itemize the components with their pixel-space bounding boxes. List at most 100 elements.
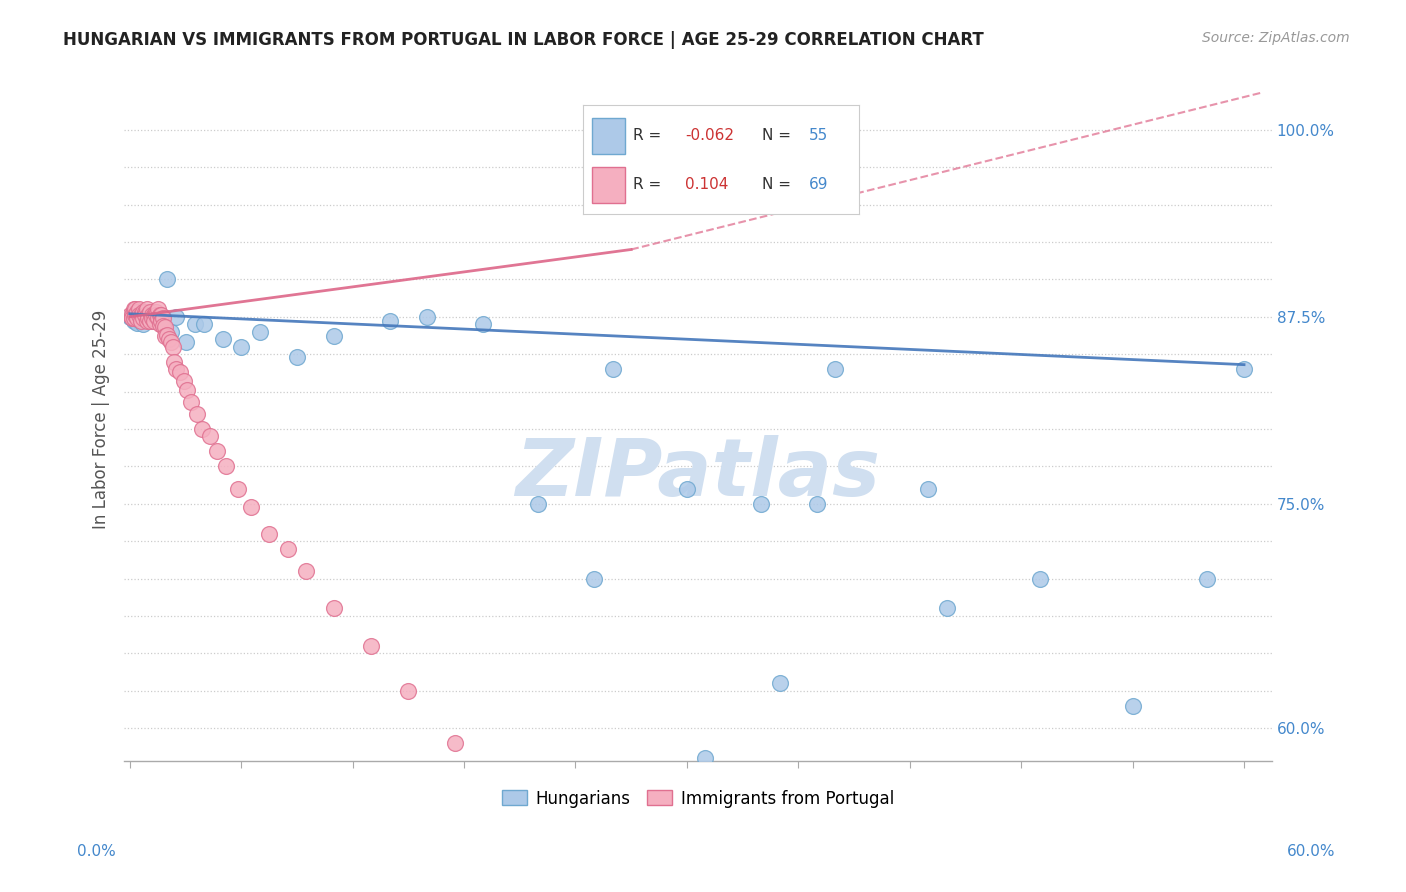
Point — [1122, 698, 1144, 713]
Point — [769, 676, 792, 690]
Point — [135, 314, 157, 328]
Point — [295, 564, 318, 578]
Point — [141, 311, 163, 326]
Point — [127, 316, 149, 330]
Point — [226, 482, 249, 496]
Point — [489, 780, 512, 795]
Point — [138, 311, 160, 326]
Point — [148, 308, 170, 322]
Point — [122, 302, 145, 317]
Point — [1233, 362, 1256, 376]
Point — [124, 308, 146, 322]
Point — [121, 311, 143, 326]
Point — [142, 314, 165, 328]
Point — [174, 335, 197, 350]
Point — [142, 310, 165, 324]
Point — [127, 305, 149, 319]
Point — [153, 329, 176, 343]
Point — [285, 350, 308, 364]
Point — [277, 541, 299, 556]
Point — [150, 308, 173, 322]
Point — [148, 314, 170, 328]
Point — [695, 751, 717, 765]
Point — [156, 327, 179, 342]
Point — [527, 497, 550, 511]
Point — [443, 736, 465, 750]
Point — [205, 444, 228, 458]
Point — [169, 365, 191, 379]
Point — [198, 429, 221, 443]
Point — [146, 308, 169, 322]
Point — [132, 311, 155, 326]
Point — [145, 305, 167, 319]
Text: 0.0%: 0.0% — [77, 845, 117, 859]
Point — [193, 318, 215, 332]
Point — [139, 305, 162, 319]
Point — [1029, 572, 1052, 586]
Point — [165, 362, 187, 376]
Point — [191, 422, 214, 436]
Point — [471, 318, 494, 332]
Point — [153, 320, 176, 334]
Point — [122, 311, 145, 326]
Point — [127, 311, 149, 326]
Point — [121, 308, 143, 322]
Point — [142, 308, 165, 322]
Point — [121, 311, 143, 326]
Point — [129, 314, 152, 328]
Point — [118, 308, 141, 322]
Point — [135, 302, 157, 317]
Point — [124, 312, 146, 326]
Point — [132, 310, 155, 324]
Point — [132, 305, 155, 319]
Point — [141, 308, 163, 322]
Point — [676, 482, 699, 496]
Point — [146, 302, 169, 317]
Point — [176, 383, 198, 397]
Point — [127, 307, 149, 321]
Point — [824, 362, 846, 376]
Point — [124, 302, 146, 317]
Text: 60.0%: 60.0% — [1288, 845, 1336, 859]
Text: ZIPatlas: ZIPatlas — [516, 435, 880, 513]
Point — [749, 497, 772, 511]
Point — [806, 497, 828, 511]
Point — [173, 374, 195, 388]
Point — [211, 332, 233, 346]
Point — [152, 311, 174, 326]
Point — [141, 314, 163, 328]
Point — [396, 683, 419, 698]
Point — [138, 311, 160, 326]
Point — [583, 572, 606, 586]
Point — [134, 308, 156, 322]
Point — [249, 325, 271, 339]
Point — [602, 362, 624, 376]
Point — [128, 312, 150, 326]
Point — [416, 310, 439, 324]
Point — [602, 886, 624, 892]
Point — [231, 340, 253, 354]
Text: HUNGARIAN VS IMMIGRANTS FROM PORTUGAL IN LABOR FORCE | AGE 25-29 CORRELATION CHA: HUNGARIAN VS IMMIGRANTS FROM PORTUGAL IN… — [63, 31, 984, 49]
Point — [124, 308, 146, 322]
Point — [323, 329, 346, 343]
Text: Source: ZipAtlas.com: Source: ZipAtlas.com — [1202, 31, 1350, 45]
Point — [134, 312, 156, 326]
Point — [128, 308, 150, 322]
Point — [165, 310, 187, 324]
Point — [152, 310, 174, 324]
Point — [132, 318, 155, 332]
Point — [215, 459, 238, 474]
Point — [121, 308, 143, 322]
Point — [129, 308, 152, 322]
Point — [180, 395, 202, 409]
Point — [257, 526, 280, 541]
Point — [157, 332, 180, 346]
Point — [122, 314, 145, 328]
Y-axis label: In Labor Force | Age 25-29: In Labor Force | Age 25-29 — [93, 310, 110, 529]
Point — [163, 354, 186, 368]
Point — [139, 308, 162, 322]
Point — [139, 314, 162, 328]
Point — [935, 601, 957, 615]
Point — [360, 639, 382, 653]
Point — [146, 311, 169, 326]
